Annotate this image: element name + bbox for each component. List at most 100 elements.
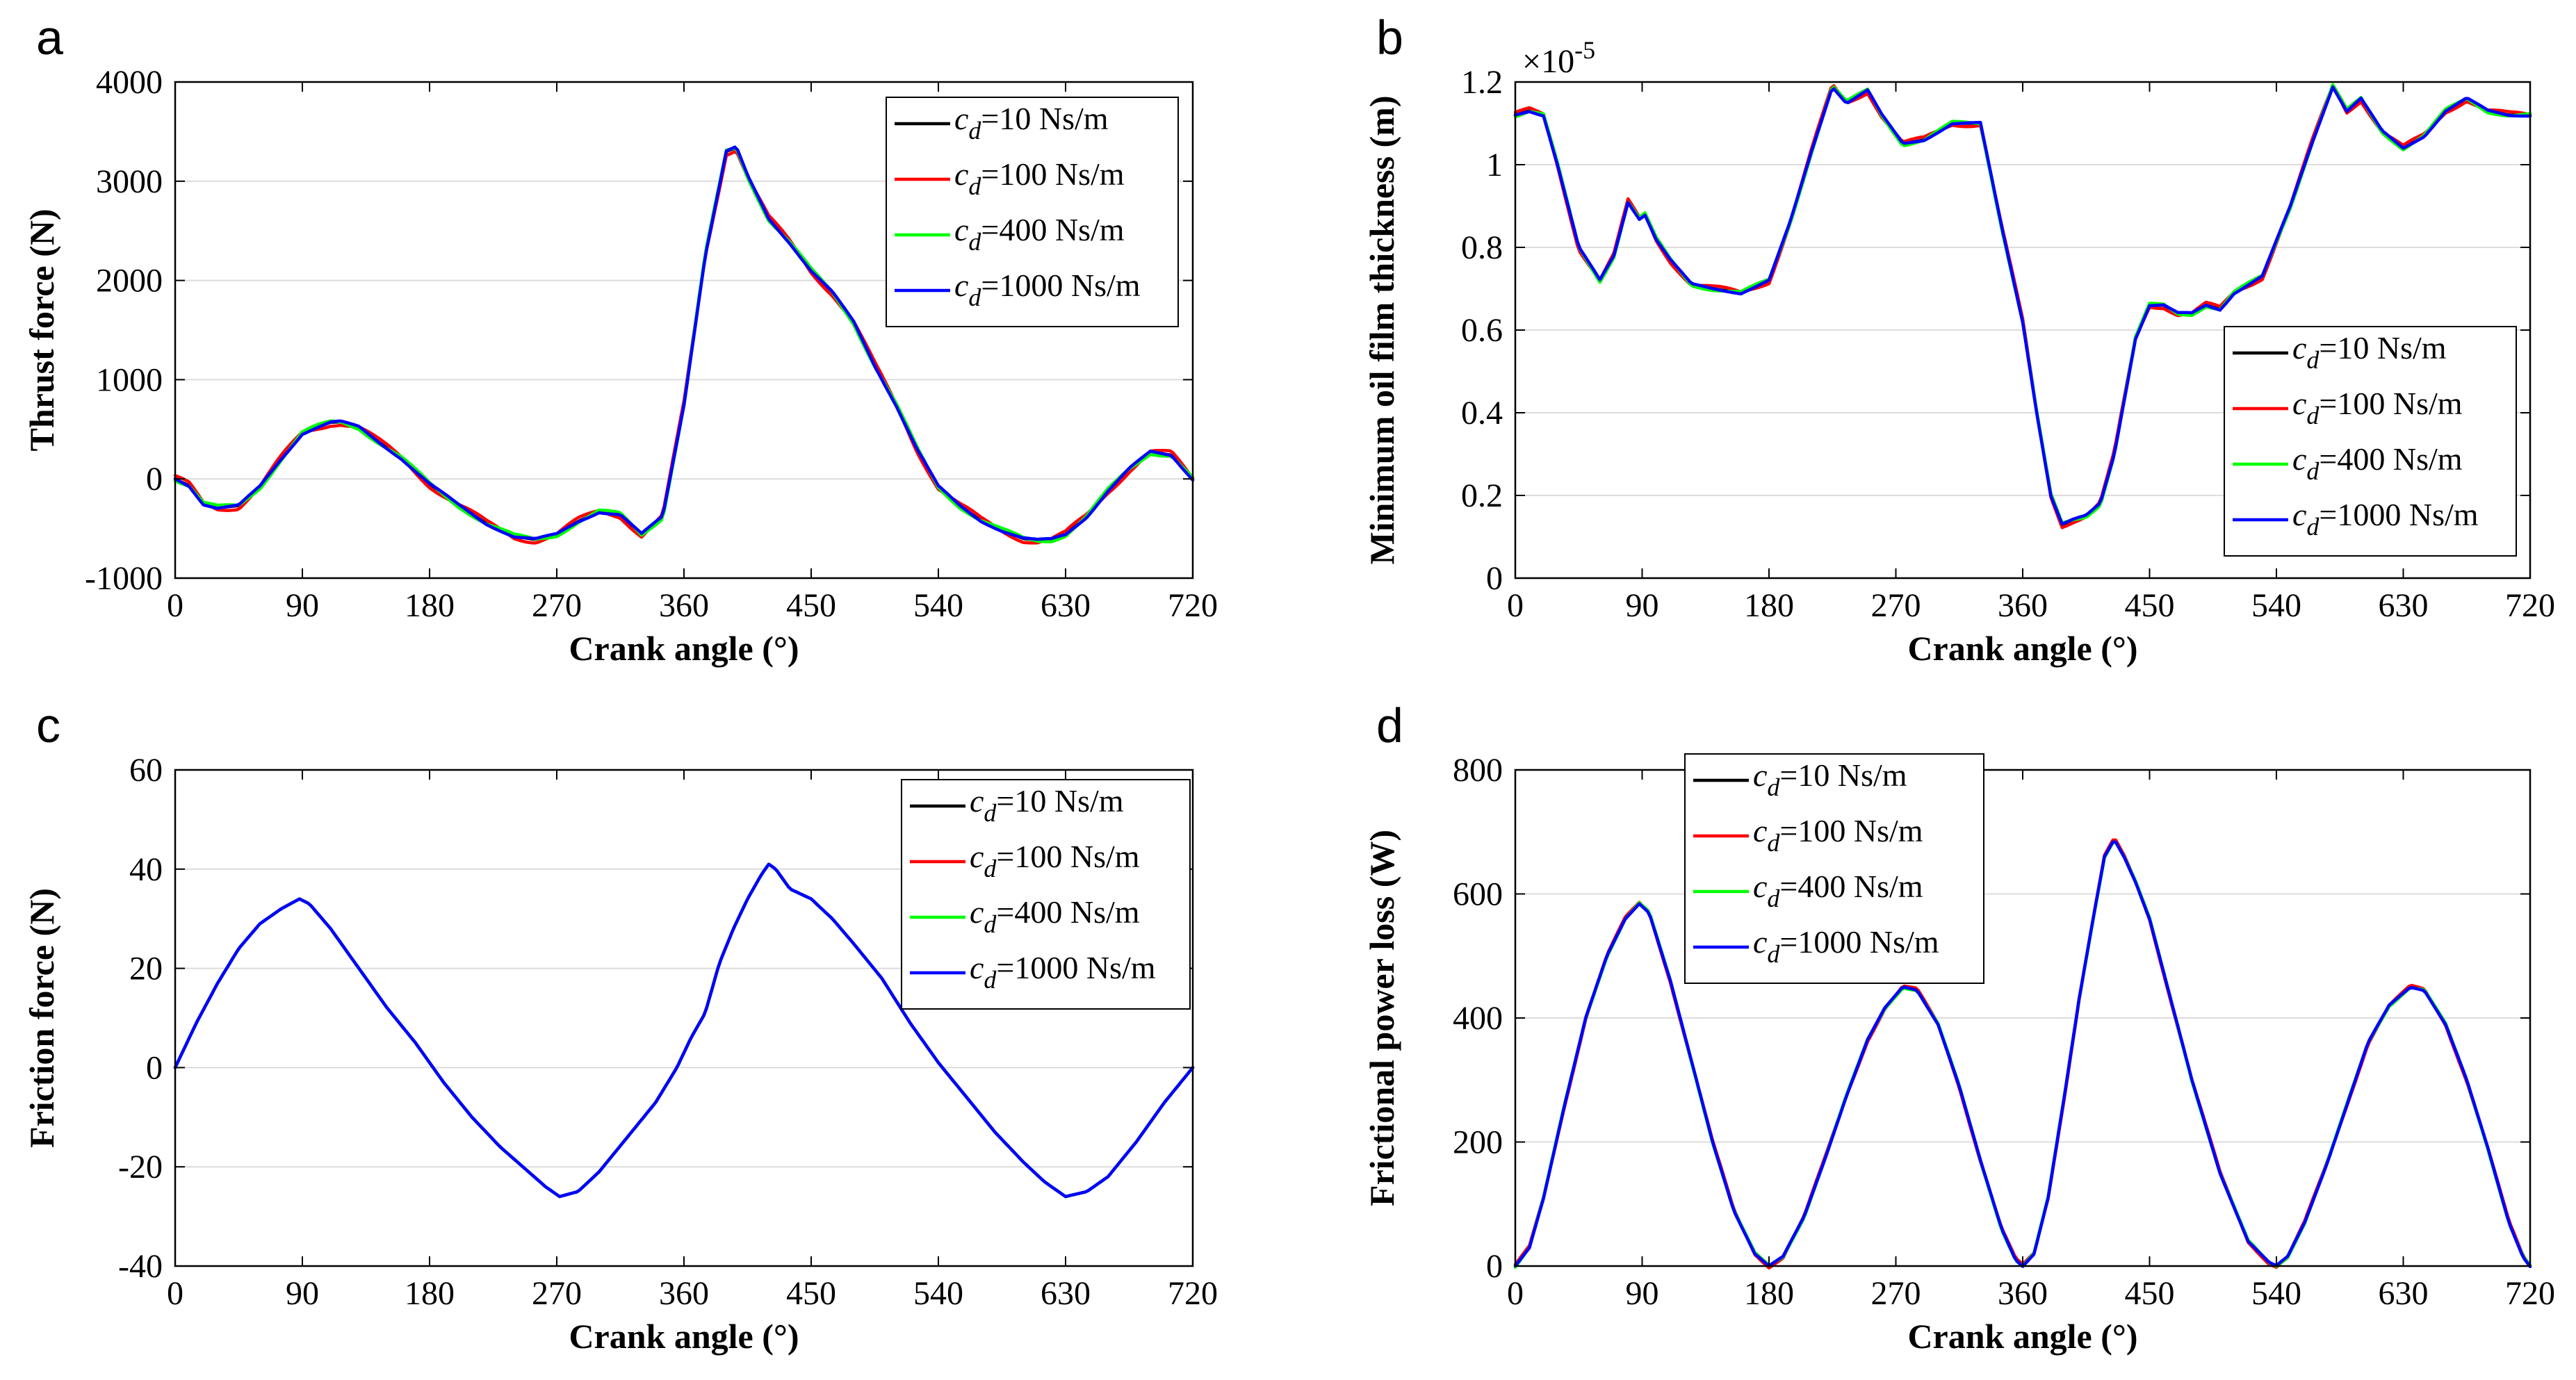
panel-letter: c	[36, 698, 60, 753]
x-tick-label: 720	[1168, 587, 1218, 624]
y-tick-label: 2000	[96, 263, 163, 299]
y-tick-label: 60	[129, 752, 163, 789]
y-axis-title: Minimum oil film thickness (m)	[1362, 96, 1401, 565]
x-tick-label: 450	[2125, 587, 2175, 624]
x-tick-label: 450	[786, 587, 836, 624]
y-axis-title: Frictional power loss (W)	[1362, 830, 1401, 1206]
x-tick-label: 90	[286, 587, 319, 624]
x-tick-label: 0	[167, 1275, 184, 1312]
y-tick-label: 0	[1486, 1248, 1503, 1285]
legend-box	[886, 97, 1179, 327]
y-exponent-label: ×10-5	[1522, 36, 1595, 80]
y-tick-label: -40	[118, 1248, 163, 1285]
legend-label: cd=1000 Ns/m	[970, 950, 1156, 994]
x-tick-label: 720	[1168, 1275, 1218, 1312]
x-tick-label: 360	[1998, 587, 2048, 624]
y-tick-label: 600	[1453, 876, 1503, 913]
y-tick-label: 0	[146, 1049, 163, 1086]
y-tick-label: 3000	[96, 163, 163, 200]
panel-d: d 0 90 180 270 360 450 540 630 720 0 200 400 600 800 Cr…	[1362, 698, 2555, 1356]
y-tick-label: 0	[146, 461, 163, 498]
legend-label: cd=1000 Ns/m	[954, 268, 1141, 311]
y-axis-title: Thrust force (N)	[22, 209, 61, 452]
x-axis-title: Crank angle (°)	[1907, 1317, 2137, 1356]
x-tick-label: 180	[405, 1275, 455, 1312]
y-tick-label: -20	[118, 1149, 163, 1185]
x-tick-label: 0	[1507, 1275, 1524, 1312]
legend-box	[901, 779, 1191, 1010]
legend-label: cd=10 Ns/m	[970, 783, 1124, 827]
y-tick-label: -1000	[85, 560, 163, 597]
x-tick-label: 630	[1041, 587, 1091, 624]
panel-b: b 0 90 180 270 360 450 540 630 720 0 0.2 0.4 0.6 0.8 1 1…	[1362, 10, 2555, 668]
y-tick-label: 0.2	[1461, 477, 1503, 514]
y-tick-label: 4000	[96, 64, 163, 101]
legend-label: cd=400 Ns/m	[1753, 869, 1923, 912]
y-tick-label: 0.6	[1461, 312, 1503, 349]
x-tick-label: 0	[1507, 587, 1524, 624]
legend-label: cd=100 Ns/m	[1753, 813, 1923, 857]
y-axis-title: Friction force (N)	[22, 888, 61, 1148]
legend-label: cd=10 Ns/m	[1753, 757, 1907, 801]
x-tick-label: 180	[1744, 1275, 1794, 1312]
y-tick-label: 1	[1486, 147, 1503, 183]
y-tick-label: 0.8	[1461, 229, 1503, 266]
x-tick-label: 450	[2125, 1275, 2175, 1312]
legend-label: cd=100 Ns/m	[2292, 386, 2463, 429]
x-tick-label: 270	[1871, 1275, 1921, 1312]
series-line-s100	[1513, 838, 2532, 1270]
x-tick-label: 540	[913, 1275, 963, 1312]
x-tick-label: 360	[659, 1275, 709, 1312]
legend: cd=10 Ns/m cd=100 Ns/m cd=400 Ns/m cd=1000 …	[1684, 753, 1984, 984]
x-tick-label: 720	[2505, 587, 2555, 624]
x-axis-title: Crank angle (°)	[1907, 629, 2137, 668]
legend-label: cd=400 Ns/m	[970, 894, 1140, 938]
panel-letter: a	[36, 10, 63, 65]
series-line-s1000	[173, 145, 1195, 541]
legend-box	[2224, 326, 2517, 557]
x-tick-label: 630	[1041, 1275, 1091, 1312]
x-tick-label: 0	[167, 587, 184, 624]
x-tick-label: 90	[1626, 587, 1659, 624]
series-line-s400	[1513, 841, 2532, 1269]
series-line-s1000	[1513, 85, 2532, 526]
legend-label: cd=1000 Ns/m	[2292, 497, 2479, 541]
legend: cd=10 Ns/m cd=100 Ns/m cd=400 Ns/m cd=1000 …	[2224, 326, 2517, 557]
legend-label: cd=1000 Ns/m	[1753, 924, 1939, 968]
y-tick-label: 0.4	[1461, 395, 1503, 432]
x-tick-label: 720	[2505, 1275, 2555, 1312]
y-tick-label: 40	[129, 851, 163, 888]
legend-label: cd=10 Ns/m	[954, 101, 1109, 145]
x-tick-label: 540	[2251, 587, 2301, 624]
legend-label: cd=100 Ns/m	[954, 156, 1125, 200]
x-tick-label: 270	[532, 587, 582, 624]
x-tick-label: 360	[1998, 1275, 2048, 1312]
series-line-s1000	[173, 862, 1195, 1199]
x-tick-label: 270	[1871, 587, 1921, 624]
x-tick-label: 630	[2379, 587, 2429, 624]
legend-label: cd=400 Ns/m	[2292, 441, 2463, 485]
panel-letter: b	[1376, 10, 1403, 65]
panel-a: a0 90 180 270 360 450 540 630 720-10000100020003…	[22, 10, 1218, 668]
series-line-s1000	[1513, 840, 2532, 1269]
legend-label: cd=100 Ns/m	[970, 839, 1140, 882]
legend-label: cd=10 Ns/m	[2292, 330, 2447, 374]
x-axis-title: Crank angle (°)	[569, 629, 799, 668]
x-tick-label: 270	[532, 1275, 582, 1312]
x-tick-label: 450	[786, 1275, 836, 1312]
x-tick-label: 630	[2379, 1275, 2429, 1312]
panel-letter: d	[1376, 698, 1403, 753]
y-tick-label: 0	[1486, 560, 1503, 597]
x-tick-label: 180	[1744, 587, 1794, 624]
y-tick-label: 400	[1453, 1000, 1503, 1037]
legend-box	[1684, 753, 1984, 984]
y-tick-label: 20	[129, 951, 163, 987]
y-tick-label: 1000	[96, 361, 163, 398]
y-tick-label: 1.2	[1461, 64, 1503, 101]
x-tick-label: 360	[659, 587, 709, 624]
x-tick-label: 90	[286, 1275, 319, 1312]
x-tick-label: 540	[913, 587, 963, 624]
x-axis-title: Crank angle (°)	[569, 1317, 799, 1356]
x-tick-label: 90	[1626, 1275, 1659, 1312]
series-line-s10	[1513, 840, 2532, 1268]
